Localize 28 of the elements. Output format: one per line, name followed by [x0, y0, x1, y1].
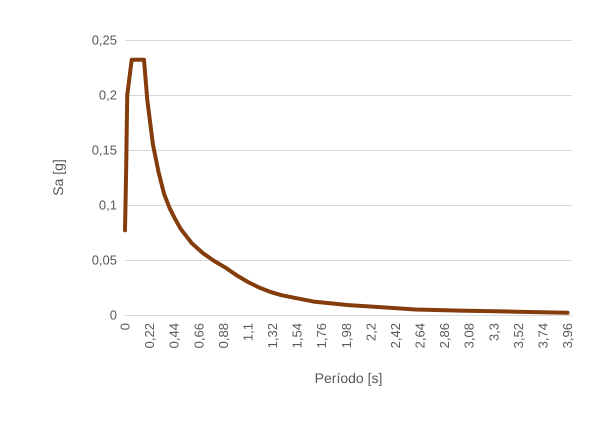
x-tick-label: 0,22 — [142, 323, 158, 348]
x-tick-label: 2,2 — [363, 323, 378, 342]
x-tick-label: 0,88 — [216, 323, 231, 348]
x-tick-label: 3,96 — [560, 323, 576, 348]
y-tick-label: 0,05 — [92, 252, 117, 268]
x-tick-label: 0 — [118, 323, 132, 330]
x-tick-label: 1,98 — [338, 323, 354, 348]
x-tick-label: 0,44 — [166, 323, 182, 348]
x-tick-label: 3,08 — [462, 323, 477, 348]
x-tick-label: 1,76 — [314, 323, 330, 348]
x-tick-label: 2,86 — [437, 323, 452, 348]
x-tick-label: 0,66 — [191, 323, 206, 348]
y-tick-label: 0,15 — [92, 142, 117, 158]
y-axis-title: Sa [g] — [50, 159, 66, 196]
x-tick-label: 1,1 — [240, 323, 256, 342]
x-tick-label: 1,54 — [290, 323, 305, 348]
x-tick-label: 2,42 — [388, 323, 403, 348]
x-tick-label: 3,52 — [510, 323, 526, 348]
x-tick-label: 1,32 — [265, 323, 280, 348]
x-tick-label: 2,64 — [412, 323, 428, 348]
line-series — [123, 58, 570, 315]
y-tick-label: 0,25 — [92, 32, 117, 48]
x-tick-label: 3,74 — [535, 323, 550, 348]
y-tick-label: 0 — [110, 308, 117, 322]
y-tick-label: 0,1 — [98, 198, 117, 212]
y-tick-label: 0,2 — [98, 88, 117, 102]
x-axis-title: Período [s] — [314, 370, 382, 386]
x-tick-label: 3,3 — [486, 323, 502, 342]
